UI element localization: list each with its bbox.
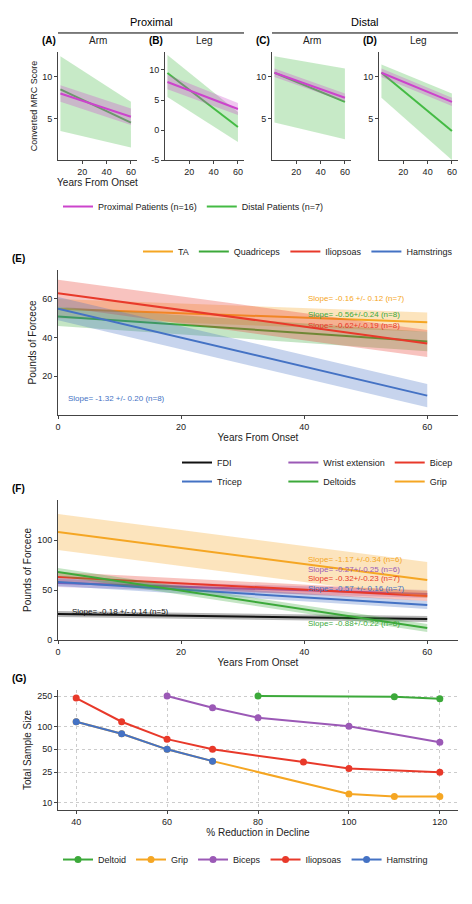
svg-text:10: 10 — [363, 72, 373, 82]
svg-text:10: 10 — [149, 65, 159, 75]
svg-text:Grip: Grip — [171, 855, 188, 865]
svg-text:60: 60 — [126, 167, 136, 177]
svg-text:60: 60 — [42, 294, 52, 304]
svg-text:Converted MRC Score: Converted MRC Score — [29, 61, 39, 152]
svg-text:40: 40 — [71, 817, 81, 827]
svg-text:60: 60 — [422, 422, 432, 432]
svg-text:Slope= -0.62+/-0.19 (n=8): Slope= -0.62+/-0.19 (n=8) — [308, 321, 400, 330]
svg-text:Hamstring: Hamstring — [387, 855, 428, 865]
svg-text:Years From Onset: Years From Onset — [57, 177, 138, 188]
svg-text:60: 60 — [422, 647, 432, 657]
svg-text:Slope= -0.16 +/- 0.12 (n=7): Slope= -0.16 +/- 0.12 (n=7) — [308, 294, 405, 303]
svg-text:40: 40 — [102, 167, 112, 177]
svg-text:(A): (A) — [42, 35, 56, 46]
svg-text:10: 10 — [42, 72, 52, 82]
svg-text:Slope= -0.18 +/- 0.14 (n=5): Slope= -0.18 +/- 0.14 (n=5) — [72, 607, 169, 616]
svg-text:20: 20 — [398, 167, 408, 177]
svg-text:0: 0 — [154, 125, 159, 135]
svg-text:25: 25 — [42, 767, 52, 777]
svg-text:(C): (C) — [256, 35, 270, 46]
svg-text:40: 40 — [316, 167, 326, 177]
svg-text:Leg: Leg — [196, 35, 213, 46]
svg-text:10: 10 — [42, 798, 52, 808]
svg-text:40: 40 — [423, 167, 433, 177]
svg-text:-5: -5 — [151, 155, 159, 165]
svg-text:40: 40 — [209, 167, 219, 177]
svg-text:50: 50 — [42, 744, 52, 754]
svg-text:Years From Onset: Years From Onset — [218, 657, 299, 668]
svg-text:80: 80 — [253, 817, 263, 827]
svg-text:Slope= -0.27+/-0.25 (n=6): Slope= -0.27+/-0.25 (n=6) — [308, 565, 400, 574]
svg-text:Slope= -0.56+/-0.24 (n=8): Slope= -0.56+/-0.24 (n=8) — [308, 310, 400, 319]
svg-text:Deltoid: Deltoid — [98, 855, 126, 865]
svg-text:Tricep: Tricep — [217, 477, 242, 487]
svg-text:60: 60 — [233, 167, 243, 177]
svg-text:20: 20 — [291, 167, 301, 177]
svg-text:Wrist extension: Wrist extension — [323, 458, 384, 468]
svg-text:(F): (F) — [12, 483, 25, 494]
svg-text:Iliopsoas: Iliopsoas — [306, 855, 342, 865]
svg-text:Slope= -0.88+/-0.22 (n=8): Slope= -0.88+/-0.22 (n=8) — [308, 619, 400, 628]
svg-text:Biceps: Biceps — [233, 855, 261, 865]
svg-text:Iliopsoas: Iliopsoas — [325, 247, 361, 257]
svg-text:5: 5 — [154, 95, 159, 105]
svg-text:0: 0 — [55, 422, 60, 432]
svg-text:Slope= -1.17 +/-0.34 (n=6): Slope= -1.17 +/-0.34 (n=6) — [308, 555, 402, 564]
svg-text:20: 20 — [176, 422, 186, 432]
svg-text:Bicep: Bicep — [430, 458, 453, 468]
svg-text:Pounds of Forcece: Pounds of Forcece — [22, 528, 33, 612]
svg-text:Hamstrings: Hamstrings — [406, 247, 452, 257]
svg-text:Proximal Patients (n=16): Proximal Patients (n=16) — [98, 202, 197, 212]
svg-text:20: 20 — [176, 647, 186, 657]
svg-text:20: 20 — [77, 167, 87, 177]
svg-text:0: 0 — [55, 647, 60, 657]
svg-text:Years From Onset: Years From Onset — [218, 432, 299, 443]
svg-text:5: 5 — [368, 114, 373, 124]
svg-text:Leg: Leg — [410, 35, 427, 46]
svg-text:Arm: Arm — [89, 35, 107, 46]
svg-text:Distal: Distal — [351, 16, 379, 28]
svg-text:Grip: Grip — [430, 477, 447, 487]
svg-text:Distal Patients (n=7): Distal Patients (n=7) — [242, 202, 323, 212]
svg-text:5: 5 — [47, 114, 52, 124]
svg-text:(D): (D) — [363, 35, 377, 46]
svg-text:0: 0 — [47, 635, 52, 645]
svg-text:(G): (G) — [12, 673, 26, 684]
svg-text:20: 20 — [42, 371, 52, 381]
svg-text:Slope= -0.57 +/- 0.16 (n=7): Slope= -0.57 +/- 0.16 (n=7) — [308, 584, 405, 593]
svg-text:250: 250 — [37, 691, 52, 701]
svg-text:10: 10 — [256, 72, 266, 82]
svg-text:60: 60 — [162, 817, 172, 827]
svg-text:60: 60 — [447, 167, 457, 177]
svg-text:Arm: Arm — [303, 35, 321, 46]
svg-text:Total Sample Size: Total Sample Size — [22, 710, 33, 790]
svg-text:100: 100 — [341, 817, 356, 827]
svg-text:Pounds of Forcece: Pounds of Forcece — [27, 300, 38, 384]
svg-text:40: 40 — [299, 647, 309, 657]
svg-text:TA: TA — [178, 247, 189, 257]
svg-text:100: 100 — [37, 535, 52, 545]
svg-text:20: 20 — [184, 167, 194, 177]
svg-text:FDI: FDI — [217, 458, 232, 468]
svg-text:Slope= -1.32 +/- 0.20 (n=8): Slope= -1.32 +/- 0.20 (n=8) — [68, 394, 165, 403]
svg-text:40: 40 — [299, 422, 309, 432]
svg-text:40: 40 — [42, 333, 52, 343]
svg-text:5: 5 — [261, 114, 266, 124]
svg-text:60: 60 — [340, 167, 350, 177]
svg-text:Quadriceps: Quadriceps — [234, 247, 281, 257]
svg-text:% Reduction in Decline: % Reduction in Decline — [206, 827, 310, 838]
svg-text:50: 50 — [42, 585, 52, 595]
svg-text:Slope= -0.32+/-0.23 (n=7): Slope= -0.32+/-0.23 (n=7) — [308, 574, 400, 583]
svg-text:(B): (B) — [149, 35, 163, 46]
svg-text:120: 120 — [432, 817, 447, 827]
svg-text:100: 100 — [37, 722, 52, 732]
svg-text:Deltoids: Deltoids — [323, 477, 356, 487]
svg-text:Proximal: Proximal — [130, 16, 173, 28]
svg-text:(E): (E) — [12, 253, 25, 264]
